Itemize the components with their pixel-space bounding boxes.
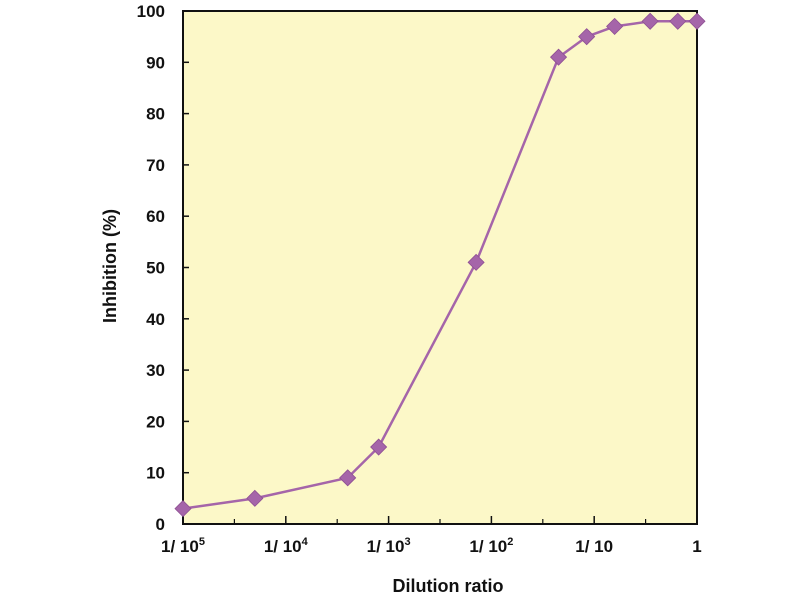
x-tick-label: 1/ 105 <box>161 536 205 556</box>
x-axis-label: Dilution ratio <box>393 576 504 596</box>
data-point <box>246 489 264 507</box>
x-tick-label: 1/ 103 <box>367 536 411 556</box>
series-markers <box>174 12 706 518</box>
x-tick-label-base: 1/ 10 <box>161 537 199 556</box>
y-tick-label: 50 <box>146 259 165 278</box>
data-point <box>174 500 192 518</box>
x-tick-label-base: 1/ 10 <box>575 537 613 556</box>
data-point <box>606 17 624 35</box>
x-tick-label-exponent: 2 <box>507 536 513 548</box>
x-tick-label-base: 1 <box>692 537 701 556</box>
y-tick-label: 70 <box>146 156 165 175</box>
y-tick-label: 100 <box>137 2 165 21</box>
y-axis-ticks: 0 10 20 30 40 50 60 70 80 90 100 <box>137 2 189 534</box>
x-tick-label-exponent: 5 <box>199 536 205 548</box>
x-tick-label: 1/ 102 <box>469 536 513 556</box>
y-tick-label: 80 <box>146 105 165 124</box>
x-tick-label-base: 1/ 10 <box>264 537 302 556</box>
y-tick-label: 90 <box>146 53 165 72</box>
data-point <box>641 12 659 30</box>
data-point <box>669 12 687 30</box>
y-tick-label: 60 <box>146 207 165 226</box>
y-tick-label: 30 <box>146 361 165 380</box>
y-tick-label: 20 <box>146 412 165 431</box>
x-tick-label-exponent: 3 <box>404 536 410 548</box>
data-point <box>467 253 485 271</box>
y-axis-label: Inhibition (%) <box>100 209 120 323</box>
y-tick-label: 10 <box>146 464 165 483</box>
y-tick-label: 0 <box>156 515 165 534</box>
data-point <box>578 28 596 46</box>
x-tick-label: 1/ 10 <box>575 537 613 556</box>
x-tick-label: 1 <box>692 537 701 556</box>
x-tick-label-exponent: 4 <box>302 536 309 548</box>
y-tick-label: 40 <box>146 310 165 329</box>
x-axis-ticks: 1/ 105 1/ 104 1/ 103 1/ 102 1/ 10 1 <box>161 516 702 556</box>
data-point <box>688 12 706 30</box>
plot-area <box>182 10 698 525</box>
x-tick-label-base: 1/ 10 <box>367 537 405 556</box>
x-tick-label: 1/ 104 <box>264 536 309 556</box>
data-point <box>370 438 388 456</box>
x-tick-label-base: 1/ 10 <box>469 537 507 556</box>
data-point <box>549 48 568 66</box>
data-point <box>339 469 357 487</box>
